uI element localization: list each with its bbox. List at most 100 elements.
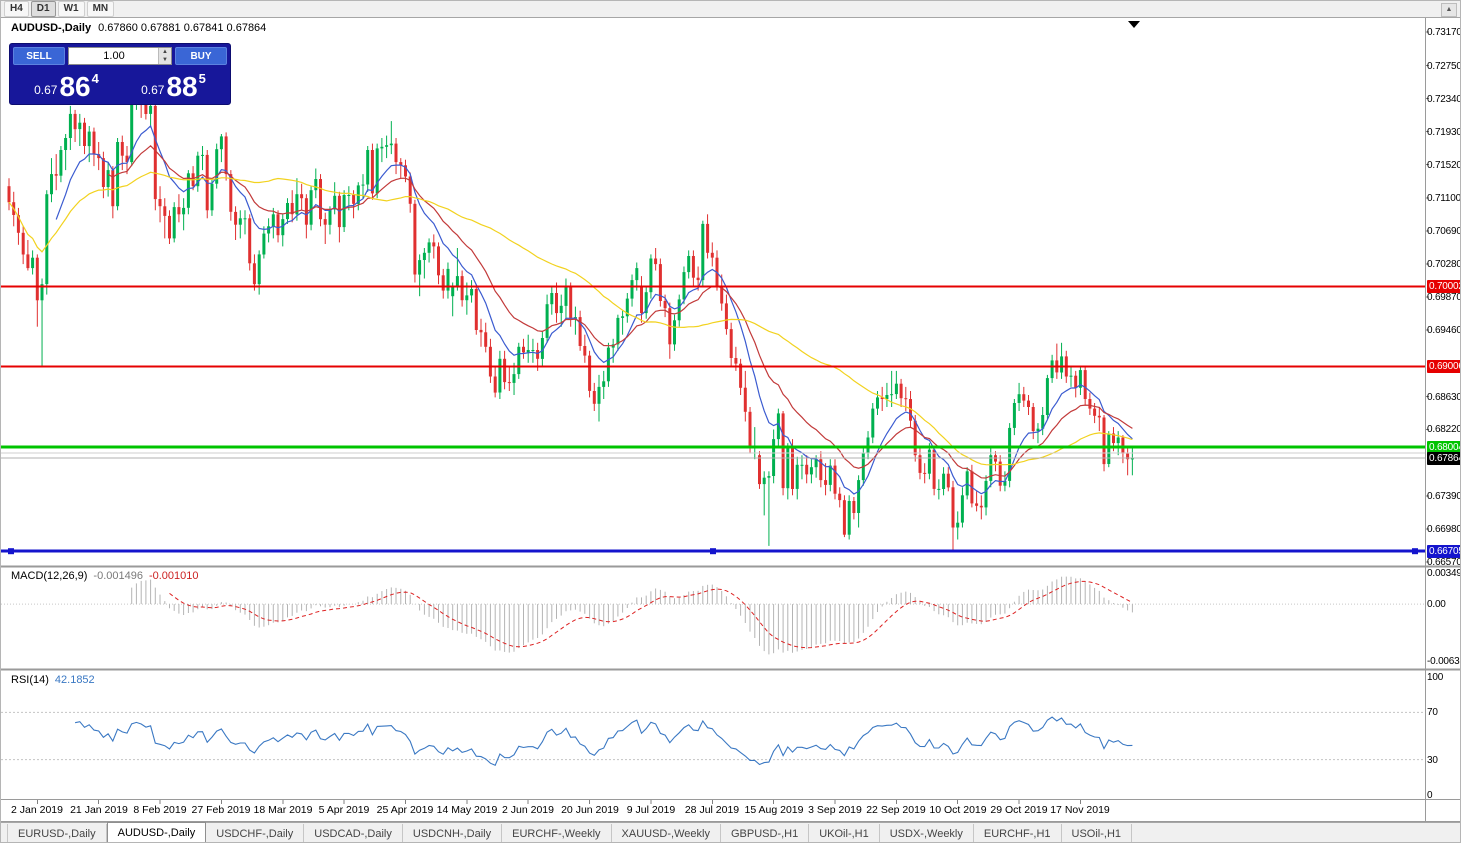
- candle-body: [498, 358, 502, 393]
- chart-ohlc-values: 0.67860 0.67881 0.67841 0.67864: [98, 22, 267, 34]
- candle-body: [1041, 415, 1045, 429]
- chart-tab[interactable]: USDCAD-,Daily: [304, 824, 403, 842]
- candle-body: [271, 214, 275, 227]
- date-axis-label: 2 Jun 2019: [502, 804, 554, 816]
- candle-body: [380, 146, 384, 149]
- candle-body: [776, 413, 780, 440]
- candle-body: [842, 500, 846, 535]
- chart-tab[interactable]: USOil-,H1: [1062, 824, 1133, 842]
- volume-value[interactable]: 1.00: [103, 50, 125, 62]
- candle-body: [257, 254, 261, 285]
- support-line-066705-handle[interactable]: [710, 548, 716, 555]
- candle-body: [1060, 356, 1064, 373]
- candle-body: [899, 383, 903, 399]
- candle-body: [219, 136, 223, 150]
- candle-body: [564, 286, 568, 306]
- candle-body: [876, 397, 879, 409]
- spinner-down-icon[interactable]: ▼: [162, 57, 168, 63]
- candle-body: [262, 233, 266, 255]
- date-axis-label: 3 Sep 2019: [808, 804, 862, 816]
- chart-tab[interactable]: USDCNH-,Daily: [403, 824, 503, 842]
- spinner-up-icon[interactable]: ▲: [162, 49, 168, 55]
- support-line-066705-handle[interactable]: [1412, 548, 1418, 555]
- candle-body: [857, 480, 861, 513]
- candle-body: [640, 286, 643, 314]
- candle-body: [894, 383, 898, 395]
- candle-body: [866, 437, 870, 453]
- chart-tab[interactable]: USDX-,Weekly: [880, 824, 974, 842]
- chart-tab[interactable]: AUDUSD-,Daily: [106, 822, 207, 842]
- candle-body: [880, 397, 884, 399]
- candle-body: [252, 263, 256, 285]
- chart-tab[interactable]: EURUSD-,Daily: [7, 824, 107, 842]
- candle-body: [550, 293, 554, 305]
- candle-body: [26, 254, 30, 269]
- candle-body: [186, 173, 190, 208]
- candle-body: [323, 219, 327, 225]
- price-axis-label: 0.71930: [1427, 127, 1461, 138]
- date-axis-label: 27 Feb 2019: [191, 804, 251, 816]
- macd-name: MACD(12,26,9): [11, 570, 88, 582]
- moving-average-10: [55, 124, 1133, 495]
- candle-body: [927, 449, 931, 474]
- price-axis-label: 0.66570: [1427, 557, 1461, 568]
- resistance-line-070002-price-tag: 0.70002: [1427, 280, 1461, 293]
- candle-body: [781, 413, 785, 489]
- scroll-up-button[interactable]: ▲: [1441, 3, 1457, 17]
- candle-body: [399, 162, 403, 166]
- timeframe-button-h4[interactable]: H4: [4, 1, 29, 17]
- candle-body: [342, 195, 346, 228]
- chart-tab[interactable]: XAUUSD-,Weekly: [612, 824, 721, 842]
- timeframe-button-w1[interactable]: W1: [57, 1, 85, 17]
- candle-body: [40, 284, 44, 301]
- chart-tab[interactable]: UKOil-,H1: [809, 824, 880, 842]
- candle-body: [772, 439, 776, 476]
- candle-body: [890, 394, 894, 396]
- candle-body: [286, 203, 289, 220]
- volume-input[interactable]: 1.00 ▲ ▼: [68, 47, 172, 65]
- timeframe-button-mn[interactable]: MN: [86, 1, 115, 17]
- timeframe-button-d1[interactable]: D1: [30, 1, 56, 17]
- candle-body: [621, 316, 625, 318]
- candle-body: [522, 346, 525, 353]
- candle-body: [701, 223, 705, 281]
- candle-body: [507, 382, 511, 384]
- candle-body: [918, 455, 922, 473]
- price-axis-label: 0.71100: [1427, 193, 1461, 204]
- candle-body: [786, 448, 790, 489]
- bid-price-prefix: 0.67: [34, 83, 58, 97]
- candle-body: [300, 194, 304, 199]
- candle-body: [238, 218, 242, 225]
- chart-tab[interactable]: GBPUSD-,H1: [721, 824, 810, 842]
- candle-body: [64, 138, 68, 150]
- bid-price-display[interactable]: 0.67 86 4: [13, 65, 120, 103]
- date-axis-label: 17 Nov 2019: [1050, 804, 1110, 816]
- sell-button[interactable]: SELL: [13, 47, 65, 65]
- candle-body: [828, 465, 832, 485]
- buy-button[interactable]: BUY: [175, 47, 227, 65]
- candle-body: [696, 277, 700, 281]
- candle-body: [7, 186, 11, 203]
- volume-spinner[interactable]: ▲ ▼: [158, 48, 171, 64]
- chart-tab[interactable]: USDCHF-,Daily: [206, 824, 305, 842]
- chart-tab[interactable]: EURCHF-,Weekly: [502, 824, 612, 842]
- date-axis-label: 29 Oct 2019: [990, 804, 1048, 816]
- bid-price-big-digits: 86: [59, 71, 91, 102]
- support-line-066705-handle[interactable]: [8, 548, 14, 555]
- candle-body: [1130, 458, 1134, 460]
- date-axis-label: 10 Oct 2019: [929, 804, 987, 816]
- chart-tab[interactable]: EURCHF-,H1: [974, 824, 1062, 842]
- candle-body: [710, 252, 714, 258]
- candle-body: [370, 150, 374, 194]
- candle-body: [687, 256, 691, 273]
- candle-body: [68, 113, 72, 138]
- candle-body: [281, 219, 285, 236]
- candle-body: [385, 145, 389, 147]
- candle-body: [630, 280, 634, 299]
- candle-body: [1036, 428, 1040, 432]
- ask-price-display[interactable]: 0.67 88 5: [120, 65, 227, 103]
- candle-body: [809, 467, 813, 475]
- chart-shift-marker[interactable]: [1128, 21, 1140, 28]
- candle-body: [720, 285, 724, 304]
